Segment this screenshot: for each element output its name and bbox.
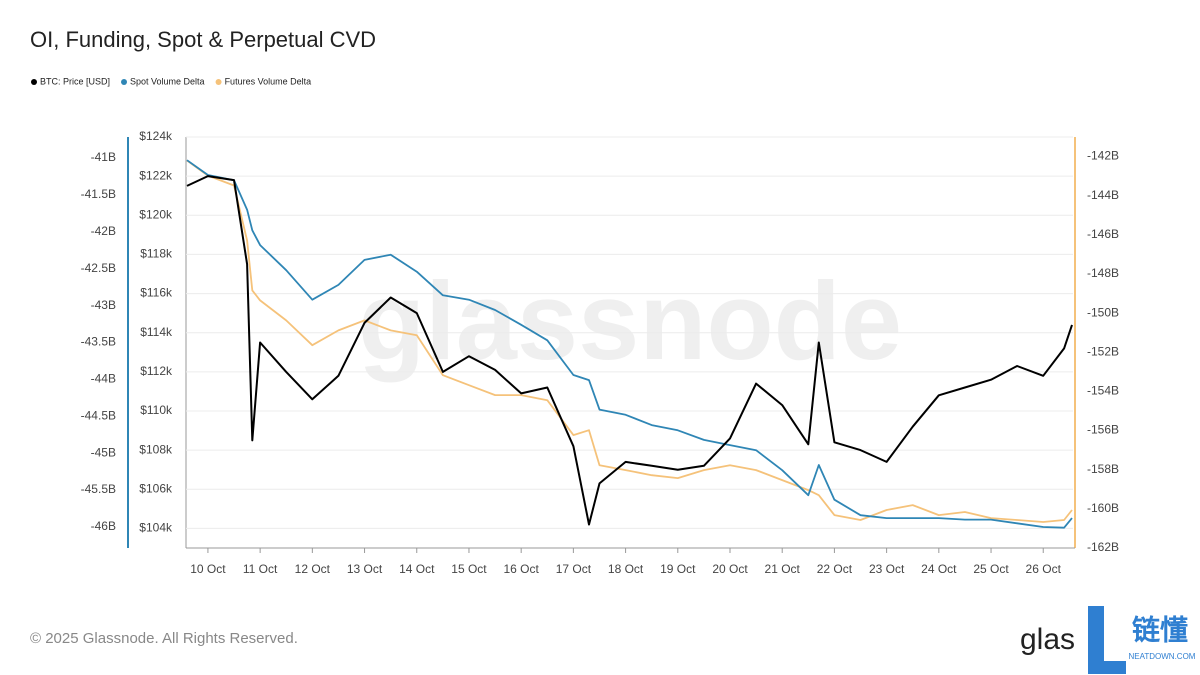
x-tick-label: 10 Oct <box>190 562 226 576</box>
y2ticks-tick-label: -152B <box>1087 344 1119 358</box>
y2ticks-tick-label: -162B <box>1087 540 1119 554</box>
yticks-tick-label: $112k <box>140 364 173 378</box>
x-tick-label: 25 Oct <box>973 562 1009 576</box>
yticks-tick-label: $122k <box>139 168 173 182</box>
yticks-tick-label: $114k <box>140 325 173 339</box>
y3ticks-tick-label: -45B <box>91 445 116 459</box>
x-tick-label: 12 Oct <box>295 562 331 576</box>
y3ticks-tick-label: -43B <box>91 298 116 312</box>
y3ticks-tick-label: -42B <box>91 224 116 238</box>
yticks-tick-label: $104k <box>139 521 173 535</box>
x-tick-label: 20 Oct <box>712 562 748 576</box>
y2ticks-tick-label: -154B <box>1087 384 1119 398</box>
logo-badge-sub: NEATDOWN.COM <box>1129 652 1196 661</box>
legend-marker <box>31 79 37 85</box>
x-tick-label: 17 Oct <box>556 562 592 576</box>
legend-label: BTC: Price [USD] <box>40 76 110 86</box>
logo-badge: 链懂 <box>1132 614 1188 645</box>
series-line <box>186 159 1073 529</box>
y2ticks-tick-label: -144B <box>1087 188 1119 202</box>
y2ticks-tick-label: -160B <box>1087 501 1119 515</box>
y3ticks-tick-label: -46B <box>91 519 116 533</box>
legend-label: Futures Volume Delta <box>225 76 312 86</box>
yticks-tick-label: $116k <box>140 286 173 300</box>
x-tick-label: 23 Oct <box>869 562 905 576</box>
y3ticks-tick-label: -43.5B <box>81 335 116 349</box>
y2ticks-tick-label: -142B <box>1087 149 1119 163</box>
y3ticks-tick-label: -45.5B <box>81 482 116 496</box>
legend-marker <box>215 79 222 85</box>
y2ticks-tick-label: -146B <box>1087 227 1119 241</box>
x-tick-label: 11 Oct <box>243 562 278 576</box>
x-tick-label: 14 Oct <box>399 562 435 576</box>
y3ticks-tick-label: -44B <box>91 372 116 386</box>
x-tick-label: 15 Oct <box>451 562 487 576</box>
y3ticks-tick-label: -41B <box>91 150 116 164</box>
legend-label: Spot Volume Delta <box>130 76 205 86</box>
y3ticks-tick-label: -44.5B <box>81 408 116 422</box>
chart-title: OI, Funding, Spot & Perpetual CVD <box>30 27 376 52</box>
yticks-tick-label: $120k <box>139 207 173 221</box>
logo-mark <box>1088 606 1126 674</box>
yticks-tick-label: $108k <box>139 442 173 456</box>
series-line <box>186 175 1073 526</box>
y3ticks-tick-label: -41.5B <box>81 187 116 201</box>
y2ticks-tick-label: -150B <box>1087 305 1119 319</box>
yticks-tick-label: $106k <box>139 481 173 495</box>
y2ticks-tick-label: -156B <box>1087 423 1119 437</box>
watermark: glassnode <box>358 260 902 383</box>
x-tick-label: 26 Oct <box>1026 562 1062 576</box>
y2ticks-tick-label: -158B <box>1087 462 1119 476</box>
x-tick-label: 18 Oct <box>608 562 644 576</box>
yticks-tick-label: $110k <box>140 403 173 417</box>
y3ticks-tick-label: -42.5B <box>81 261 116 275</box>
yticks-tick-label: $124k <box>139 129 173 143</box>
x-tick-label: 24 Oct <box>921 562 957 576</box>
x-tick-label: 13 Oct <box>347 562 383 576</box>
yticks-tick-label: $118k <box>140 247 173 261</box>
x-tick-label: 21 Oct <box>765 562 801 576</box>
logo-text: glas <box>1020 623 1075 656</box>
legend-marker <box>121 79 128 85</box>
x-tick-label: 16 Oct <box>503 562 539 576</box>
y2ticks-tick-label: -148B <box>1087 266 1119 280</box>
footer: © 2025 Glassnode. All Rights Reserved. <box>30 630 298 647</box>
series-line <box>186 159 1073 523</box>
x-tick-label: 19 Oct <box>660 562 696 576</box>
x-tick-label: 22 Oct <box>817 562 853 576</box>
